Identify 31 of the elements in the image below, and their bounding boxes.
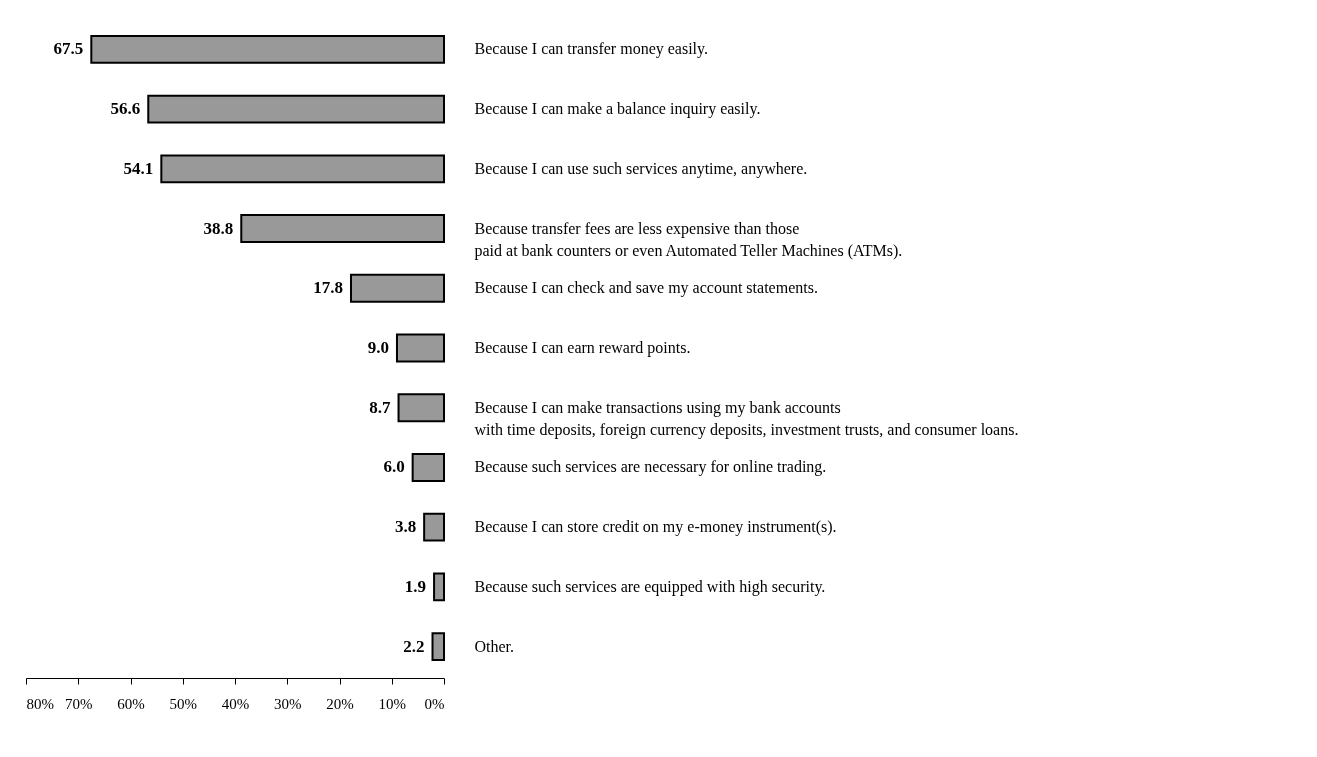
data-label: 38.8	[203, 218, 234, 238]
data-label: 3.8	[394, 517, 417, 537]
x-tick-label: 80%	[26, 695, 54, 712]
y-tick-label: Because I can use such services anytime, anywhere.	[474, 159, 808, 178]
y-tick-label: Because I can earn reward points.	[474, 339, 691, 357]
data-label: 2.2	[403, 636, 425, 656]
y-tick-label: Because I can check and save my account statements.	[474, 279, 818, 298]
data-label: 17.8	[313, 278, 343, 298]
y-tick-label: Because I can store credit on my e-money instrument(s).	[474, 518, 837, 537]
data-label: 9.0	[367, 338, 389, 357]
data-label: 6.0	[383, 457, 405, 477]
data-label: 54.1	[123, 158, 154, 178]
data-label: 56.6	[110, 99, 141, 119]
y-tick-label: Because I can make transactions using my bank accounts with time deposits, foreign currency deposits, investment trusts, and consumer loans.	[474, 398, 1019, 439]
x-tick-label: 70%	[65, 695, 93, 712]
data-label: 1.9	[404, 576, 427, 596]
x-tick-label: 10%	[378, 695, 406, 712]
y-tick-label: Because I can make a balance inquiry easily.	[474, 100, 761, 119]
x-tick-label: 20%	[326, 695, 354, 712]
y-tick-label: Because I can transfer money easily.	[474, 40, 709, 59]
x-tick-label: 40%	[221, 695, 250, 712]
y-tick-label: Other.	[474, 637, 515, 655]
data-label: 67.5	[53, 39, 84, 59]
x-tick-label: 50%	[169, 695, 197, 712]
x-tick-label: 0%	[424, 695, 445, 712]
y-tick-label: Because transfer fees are less expensive than those paid at bank counters or even Automated Teller Machines (ATMs).	[474, 219, 903, 260]
x-tick-label: 60%	[117, 695, 145, 712]
y-tick-label: Because such services are equipped with high security.	[474, 577, 826, 596]
x-tick-label: 30%	[274, 695, 302, 712]
data-label: 8.7	[369, 397, 392, 417]
y-tick-label: Because such services are necessary for online trading.	[474, 458, 827, 477]
